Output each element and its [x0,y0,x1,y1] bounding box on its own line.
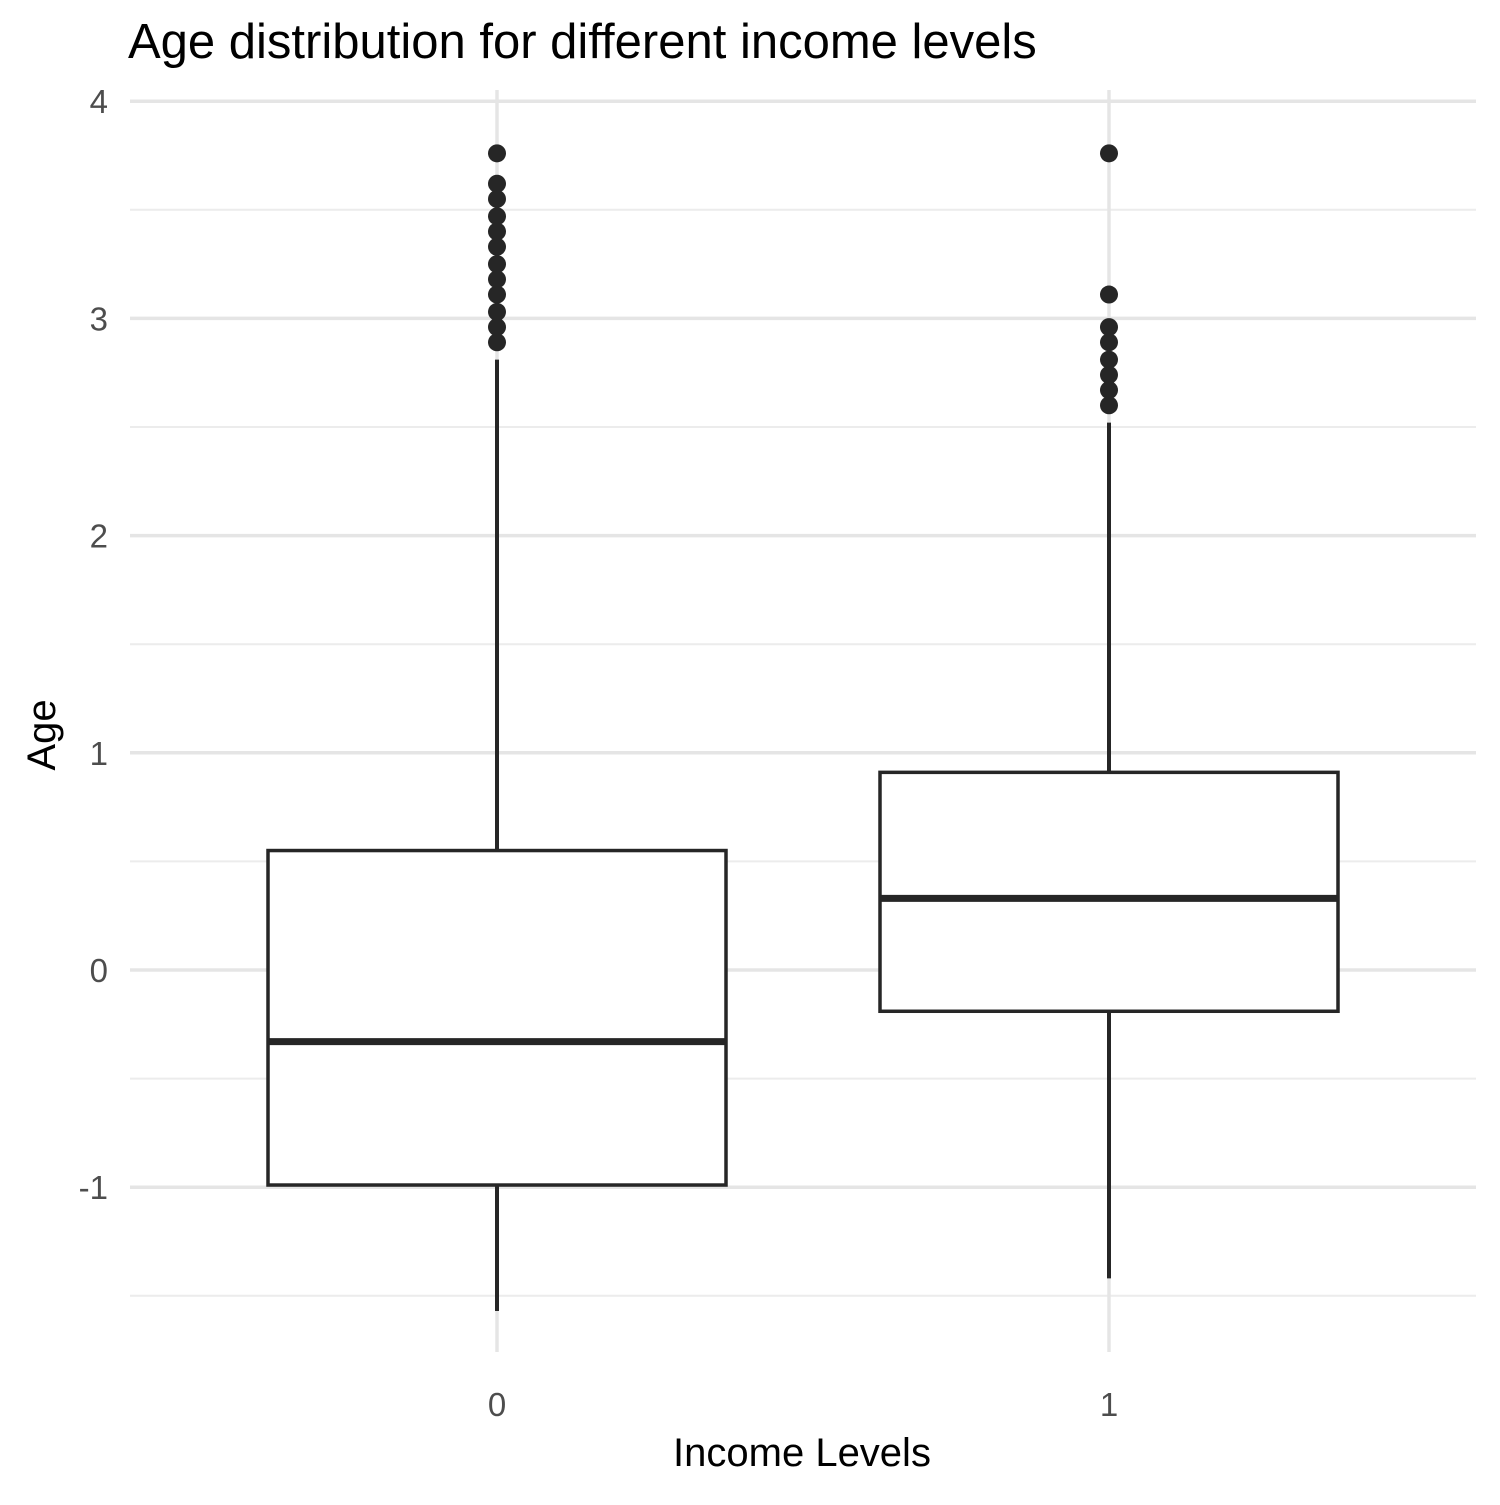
y-tick-label: 3 [90,300,108,337]
outlier-point [488,207,506,226]
outlier-point [488,333,506,352]
chart-title: Age distribution for different income le… [128,15,1037,69]
outlier-point [1100,333,1118,352]
outlier-point [488,189,506,208]
boxes [266,144,1340,1312]
outlier-point [488,222,506,241]
x-tick-label: 1 [1100,1386,1118,1423]
outlier-point [488,255,506,274]
outlier-point [1100,365,1118,384]
outlier-point [488,174,506,193]
y-tick-label: 4 [90,83,108,120]
box-group-0 [266,144,728,1312]
outlier-point [1100,350,1118,369]
outlier-point [1100,144,1118,163]
outlier-point [488,270,506,289]
outlier-point [1100,381,1118,400]
axes: -1 0 1 2 3 4 0 1 [79,83,1119,1423]
outlier-point [488,144,506,163]
y-tick-label: 2 [90,518,108,555]
box [878,770,1340,1014]
outlier-point [1100,396,1118,415]
x-tick-label: 0 [488,1386,506,1423]
outlier-point [488,302,506,321]
y-tick-label: 0 [90,952,108,989]
box [266,848,728,1187]
outlier-point [1100,318,1118,337]
x-axis-title: Income Levels [673,1431,931,1475]
outlier-point [1100,285,1118,304]
y-axis-title: Age [20,699,64,770]
outlier-point [488,318,506,337]
outlier-point [488,237,506,256]
y-tick-label: -1 [79,1169,108,1206]
box-group-1 [878,144,1340,1279]
y-tick-label: 1 [90,735,108,772]
outlier-point [488,285,506,304]
